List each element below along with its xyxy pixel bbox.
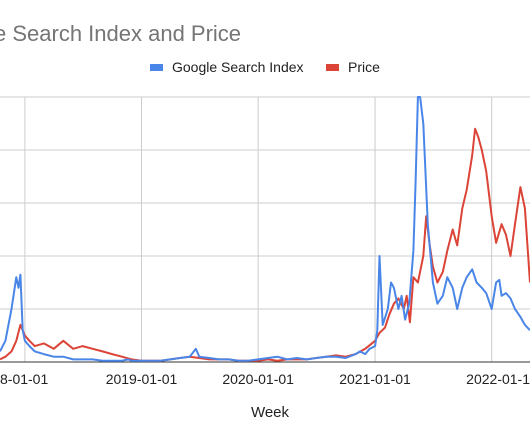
x-axis-ticks: 8-01-01 2019-01-01 2020-01-01 2021-01-01 202… bbox=[0, 371, 530, 387]
legend-swatch-price bbox=[326, 64, 339, 71]
x-tick-label-1: 2019-01-01 bbox=[106, 371, 178, 387]
x-tick-label-0: 8-01-01 bbox=[0, 371, 48, 387]
series-lines bbox=[0, 96, 530, 362]
series-line-google-search-index bbox=[0, 96, 530, 362]
x-tick-label-4: 2022-01-1 bbox=[466, 371, 530, 387]
x-axis-title: Week bbox=[251, 404, 290, 421]
gridlines bbox=[0, 96, 530, 363]
legend: Google Search Index Price bbox=[150, 59, 380, 75]
x-tick-label-3: 2021-01-01 bbox=[339, 371, 411, 387]
legend-swatch-google-search-index bbox=[150, 64, 163, 71]
legend-label-price: Price bbox=[348, 59, 380, 75]
x-tick-label-2: 2020-01-01 bbox=[222, 371, 294, 387]
legend-label-google-search-index: Google Search Index bbox=[172, 59, 304, 75]
chart-title: e Search Index and Price bbox=[0, 21, 241, 46]
series-line-price bbox=[0, 127, 530, 362]
